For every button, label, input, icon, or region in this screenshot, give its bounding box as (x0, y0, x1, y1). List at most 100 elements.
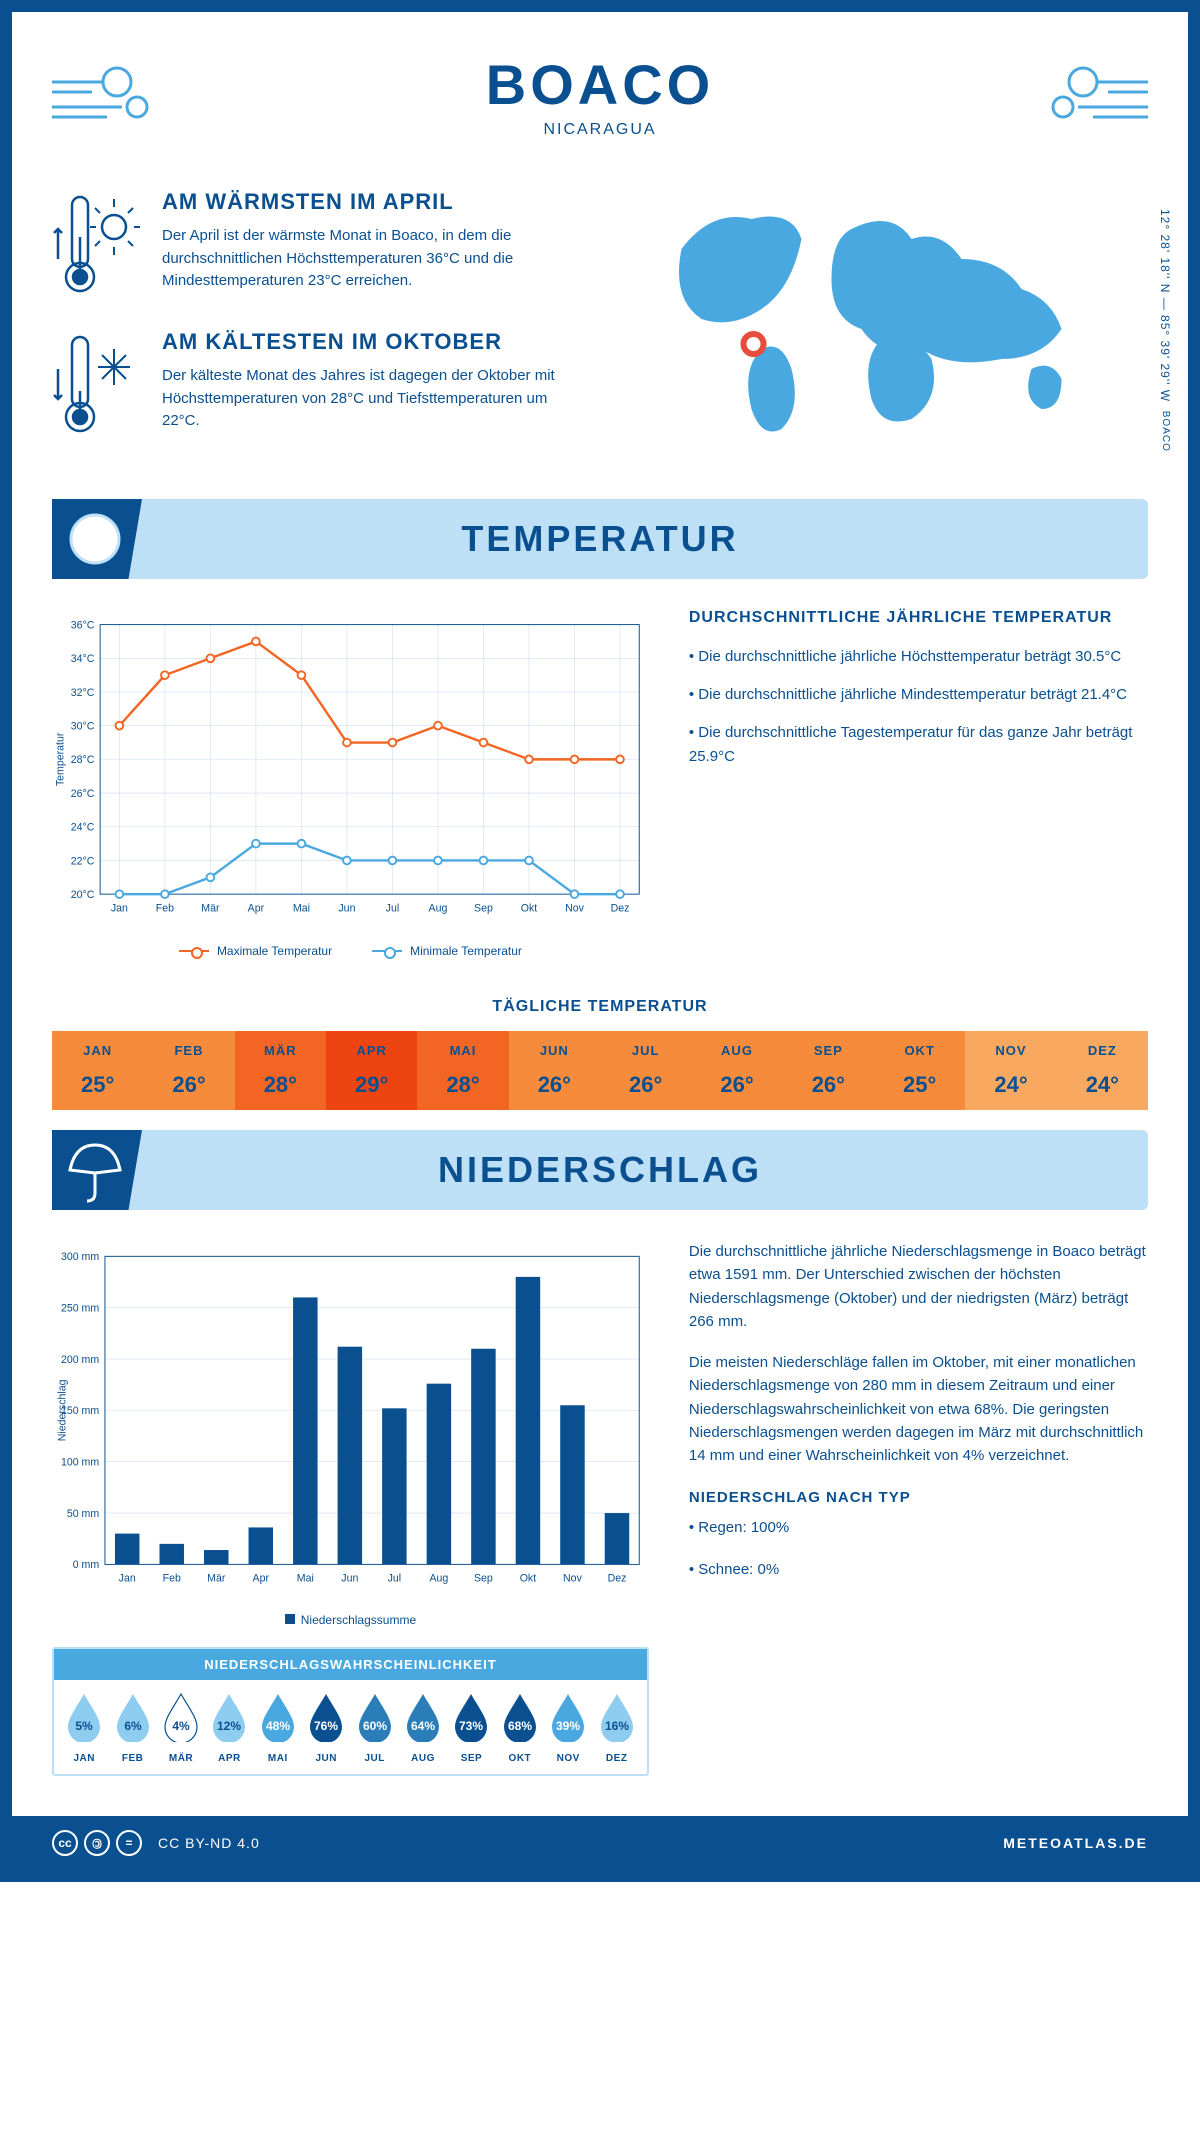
svg-text:73%: 73% (459, 1719, 483, 1733)
precip-type: • Schnee: 0% (689, 1558, 1148, 1581)
fact-warm-body: Der April ist der wärmste Monat in Boaco… (162, 225, 585, 293)
wind-icon (1038, 52, 1158, 132)
svg-text:16%: 16% (605, 1719, 629, 1733)
svg-text:Aug: Aug (429, 1573, 448, 1585)
svg-text:4%: 4% (172, 1719, 190, 1733)
prob-cell: 16% DEZ (592, 1692, 640, 1764)
prob-cell: 5% JAN (60, 1692, 108, 1764)
sun-icon (60, 504, 130, 574)
fact-cold-title: AM KÄLTESTEN IM OKTOBER (162, 329, 585, 355)
svg-text:Okt: Okt (520, 1573, 537, 1585)
daily-temp-title: TÄGLICHE TEMPERATUR (52, 998, 1148, 1016)
precip-p1: Die durchschnittliche jährliche Niedersc… (689, 1240, 1148, 1333)
by-icon: 🄯 (84, 1830, 110, 1856)
temp-bullet: • Die durchschnittliche jährliche Höchst… (689, 645, 1148, 669)
svg-text:Nov: Nov (563, 1573, 583, 1585)
svg-text:39%: 39% (556, 1719, 580, 1733)
header: BOACO NICARAGUA (52, 42, 1148, 159)
svg-text:68%: 68% (508, 1719, 532, 1733)
prob-cell: 39% NOV (544, 1692, 592, 1764)
temp-info-title: DURCHSCHNITTLICHE JÄHRLICHE TEMPERATUR (689, 609, 1148, 627)
legend-min: Minimale Temperatur (372, 944, 522, 958)
svg-text:Jan: Jan (111, 902, 128, 914)
svg-text:Sep: Sep (474, 902, 493, 914)
svg-text:24°C: 24°C (71, 822, 95, 834)
fact-cold: AM KÄLTESTEN IM OKTOBER Der kälteste Mon… (52, 329, 585, 439)
svg-text:Mär: Mär (207, 1573, 226, 1585)
svg-text:Okt: Okt (521, 902, 538, 914)
svg-text:Mär: Mär (201, 902, 220, 914)
svg-text:Mai: Mai (293, 902, 310, 914)
probability-box: NIEDERSCHLAGSWAHRSCHEINLICHKEIT 5% JAN 6… (52, 1647, 649, 1776)
svg-text:250 mm: 250 mm (61, 1303, 99, 1315)
svg-text:150 mm: 150 mm (61, 1405, 99, 1417)
svg-text:Dez: Dez (611, 902, 630, 914)
svg-text:100 mm: 100 mm (61, 1457, 99, 1469)
precip-bar-chart: Niederschlag0 mm50 mm100 mm150 mm200 mm2… (52, 1240, 649, 1600)
prob-cell: 12% APR (205, 1692, 253, 1764)
bar-legend: Niederschlagssumme (52, 1613, 649, 1627)
coordinates: 12° 28' 18'' N — 85° 39' 29'' W BOACO (1158, 209, 1172, 452)
svg-text:Jun: Jun (338, 902, 355, 914)
prob-cell: 64% AUG (399, 1692, 447, 1764)
temp-bullet: • Die durchschnittliche jährliche Mindes… (689, 683, 1148, 707)
daily-cell: JUL26° (600, 1031, 691, 1110)
svg-text:12%: 12% (217, 1719, 241, 1733)
daily-temp-grid: JAN25°FEB26°MÄR28°APR29°MAI28°JUN26°JUL2… (52, 1031, 1148, 1110)
daily-cell: DEZ24° (1057, 1031, 1148, 1110)
svg-text:200 mm: 200 mm (61, 1354, 99, 1366)
svg-text:34°C: 34°C (71, 653, 95, 665)
temperature-line-chart: Temperatur20°C22°C24°C26°C28°C30°C32°C34… (52, 609, 649, 929)
prob-cell: 4% MÄR (157, 1692, 205, 1764)
svg-text:28°C: 28°C (71, 754, 95, 766)
svg-text:30°C: 30°C (71, 721, 95, 733)
fact-warm-title: AM WÄRMSTEN IM APRIL (162, 189, 585, 215)
svg-text:Feb: Feb (156, 902, 174, 914)
svg-text:Mai: Mai (297, 1573, 314, 1585)
daily-cell: SEP26° (783, 1031, 874, 1110)
svg-text:Aug: Aug (429, 902, 448, 914)
daily-cell: MÄR28° (235, 1031, 326, 1110)
svg-text:Nov: Nov (565, 902, 585, 914)
umbrella-icon (60, 1135, 130, 1205)
daily-cell: MAI28° (417, 1031, 508, 1110)
svg-text:22°C: 22°C (71, 855, 95, 867)
svg-text:Jul: Jul (386, 902, 400, 914)
prob-cell: 6% FEB (108, 1692, 156, 1764)
svg-text:Jan: Jan (119, 1573, 136, 1585)
svg-text:300 mm: 300 mm (61, 1251, 99, 1263)
daily-cell: JAN25° (52, 1031, 143, 1110)
cc-icon: cc (52, 1830, 78, 1856)
prob-cell: 76% JUN (302, 1692, 350, 1764)
svg-text:5%: 5% (76, 1719, 94, 1733)
svg-text:Jul: Jul (388, 1573, 402, 1585)
daily-cell: APR29° (326, 1031, 417, 1110)
fact-cold-body: Der kälteste Monat des Jahres ist dagege… (162, 365, 585, 433)
svg-text:Apr: Apr (248, 902, 265, 914)
svg-text:26°C: 26°C (71, 788, 95, 800)
wind-icon (42, 52, 162, 132)
svg-text:Sep: Sep (474, 1573, 493, 1585)
svg-text:20°C: 20°C (71, 889, 95, 901)
svg-text:6%: 6% (124, 1719, 142, 1733)
svg-text:48%: 48% (266, 1719, 290, 1733)
fact-warm: AM WÄRMSTEN IM APRIL Der April ist der w… (52, 189, 585, 299)
precip-section-header: NIEDERSCHLAG (52, 1130, 1148, 1210)
svg-text:50 mm: 50 mm (67, 1508, 100, 1520)
footer-brand: METEOATLAS.DE (1003, 1835, 1148, 1851)
footer: cc 🄯 = CC BY-ND 4.0 METEOATLAS.DE (12, 1816, 1188, 1870)
daily-cell: AUG26° (691, 1031, 782, 1110)
precip-type: • Regen: 100% (689, 1516, 1148, 1539)
svg-text:0 mm: 0 mm (73, 1559, 100, 1571)
svg-text:60%: 60% (363, 1719, 387, 1733)
svg-text:Apr: Apr (253, 1573, 270, 1585)
svg-text:36°C: 36°C (71, 619, 95, 631)
prob-cell: 60% JUL (350, 1692, 398, 1764)
svg-text:32°C: 32°C (71, 687, 95, 699)
svg-text:Jun: Jun (341, 1573, 358, 1585)
daily-cell: OKT25° (874, 1031, 965, 1110)
svg-text:Dez: Dez (608, 1573, 627, 1585)
daily-cell: JUN26° (509, 1031, 600, 1110)
prob-cell: 48% MAI (254, 1692, 302, 1764)
precip-type-title: NIEDERSCHLAG NACH TYP (689, 1489, 1148, 1506)
